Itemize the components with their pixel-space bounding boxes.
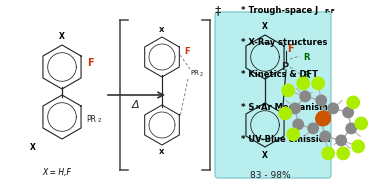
FancyBboxPatch shape — [215, 12, 331, 178]
Circle shape — [290, 103, 301, 114]
Circle shape — [308, 123, 318, 134]
Text: 83 - 98%: 83 - 98% — [250, 171, 290, 180]
Circle shape — [287, 128, 299, 141]
Text: X: X — [30, 143, 36, 152]
Text: N: N — [255, 105, 260, 110]
Circle shape — [355, 117, 367, 130]
Text: F: F — [184, 48, 190, 56]
Text: 2: 2 — [98, 118, 102, 123]
Text: PR: PR — [190, 70, 199, 76]
Text: X: X — [262, 22, 268, 31]
Text: P: P — [282, 62, 288, 72]
Text: F: F — [87, 58, 94, 68]
Text: F-F: F-F — [324, 9, 335, 14]
Circle shape — [316, 115, 327, 126]
Text: X: X — [262, 151, 268, 160]
Text: * X-Ray structures: * X-Ray structures — [241, 38, 328, 47]
Text: X: X — [59, 32, 65, 41]
Text: Δ: Δ — [132, 100, 140, 110]
Text: * UV-Blue emission: * UV-Blue emission — [241, 135, 331, 144]
Circle shape — [316, 111, 330, 126]
Circle shape — [300, 91, 310, 102]
Circle shape — [320, 131, 330, 142]
Circle shape — [312, 77, 324, 90]
Circle shape — [293, 119, 304, 130]
Text: * S: * S — [241, 103, 254, 112]
Text: X: X — [159, 27, 165, 33]
Text: * Trough-space J: * Trough-space J — [241, 6, 318, 15]
Text: PR: PR — [86, 115, 96, 124]
Circle shape — [337, 147, 349, 160]
Text: ‡: ‡ — [215, 4, 222, 17]
Circle shape — [316, 111, 330, 126]
Circle shape — [322, 147, 335, 160]
Text: R: R — [303, 53, 310, 61]
Circle shape — [297, 77, 309, 90]
Circle shape — [328, 103, 338, 114]
Text: X = H,F: X = H,F — [43, 169, 71, 177]
Circle shape — [343, 107, 353, 118]
Circle shape — [316, 95, 327, 106]
Circle shape — [336, 135, 346, 146]
Circle shape — [320, 111, 330, 122]
Circle shape — [352, 140, 364, 153]
Circle shape — [279, 107, 291, 120]
Text: X: X — [159, 149, 165, 155]
Text: Ar Mechanism: Ar Mechanism — [261, 103, 328, 112]
Text: F: F — [287, 44, 294, 54]
Circle shape — [347, 96, 359, 109]
Circle shape — [346, 123, 356, 134]
Text: R: R — [303, 70, 310, 80]
Text: 2: 2 — [200, 72, 203, 77]
Circle shape — [282, 84, 294, 97]
Text: * Kinetics & DFT: * Kinetics & DFT — [241, 70, 318, 79]
